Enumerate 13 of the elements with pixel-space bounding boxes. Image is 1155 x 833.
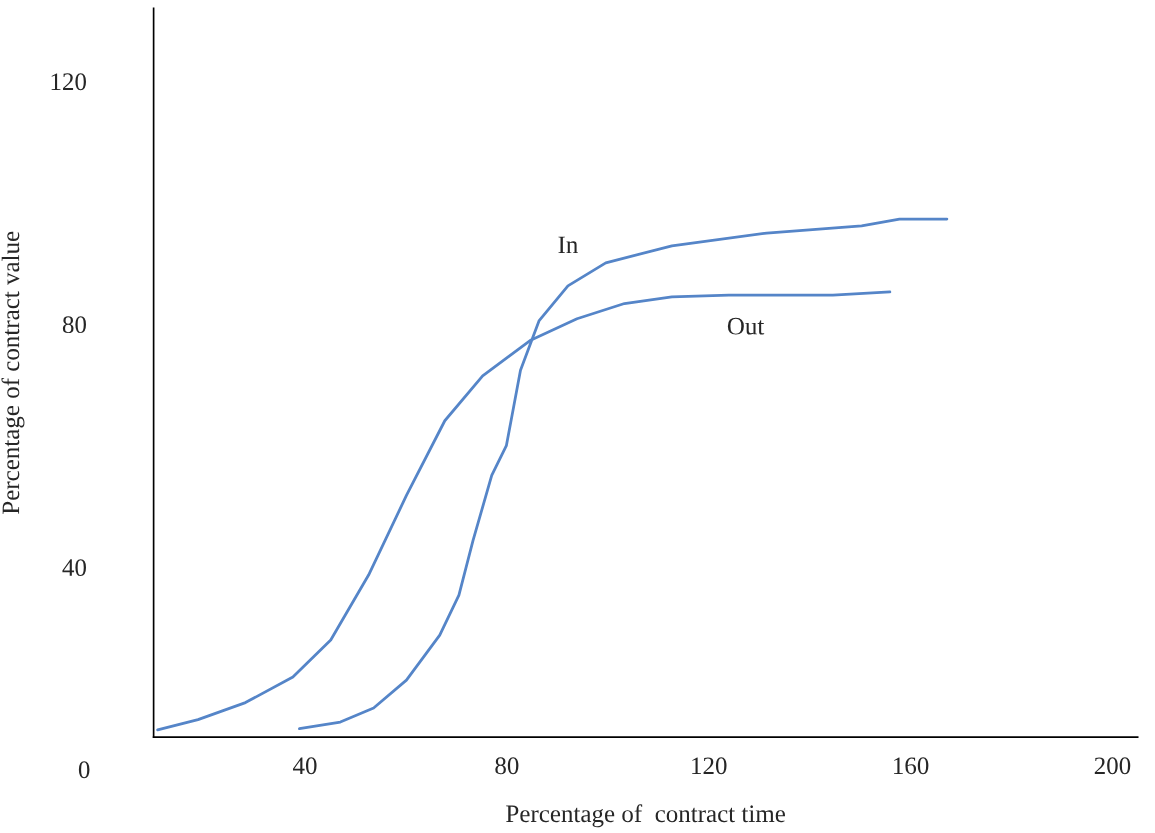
x-tick-label: 200 [1094,757,1131,775]
y-tick-label: 120 [51,73,86,91]
series-label: In [558,236,578,254]
x-axis-title: Percentage of contract time [506,804,785,828]
text: 0 [78,761,90,779]
series-label: Out [727,317,765,335]
x-tick-label: 160 [894,757,929,775]
x-tick-label: 80 [495,757,519,775]
x-tick-label: 120 [692,757,727,775]
x-tick-label: 40 [293,757,317,775]
y-tick-label: 80 [62,316,86,334]
y-tick-label: 40 [62,559,86,577]
y-axis-title: Percentage of contract value [1,231,25,514]
